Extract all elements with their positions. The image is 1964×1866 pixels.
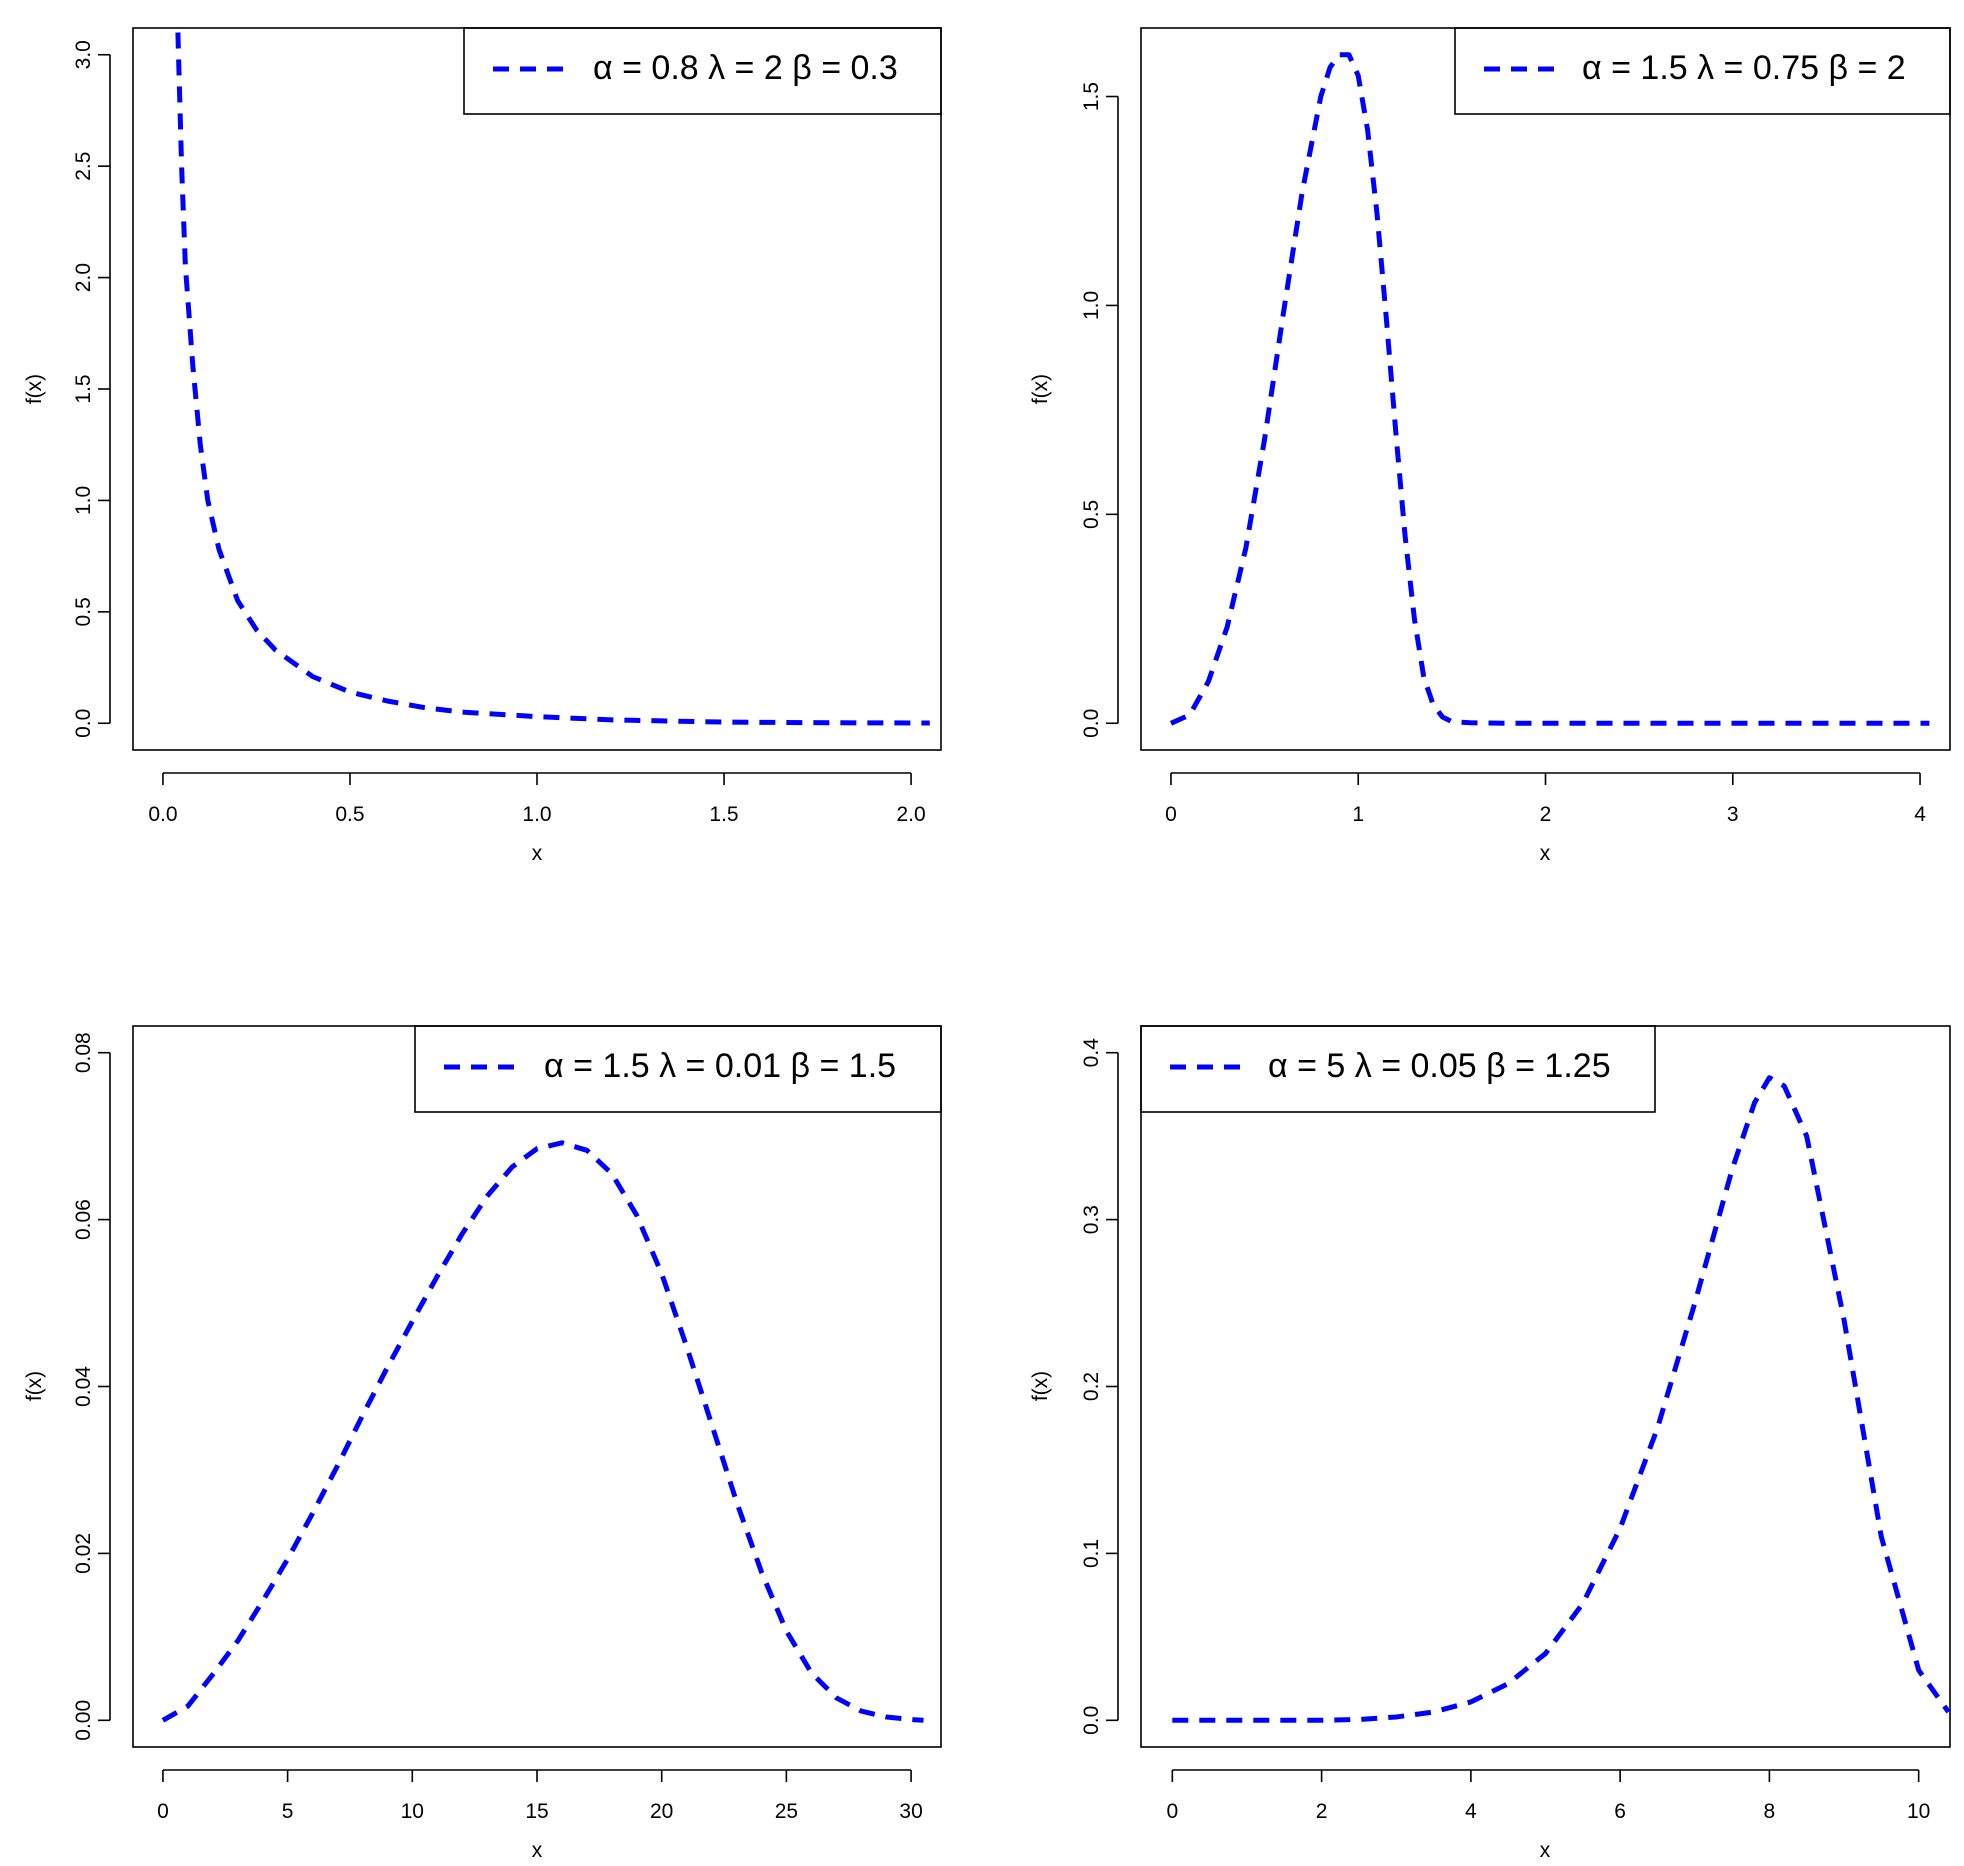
legend-box-1 [463, 27, 942, 115]
y-tick-label: 0.2 [1080, 1372, 1103, 1401]
plot-frame-1 [132, 27, 942, 751]
y-tick-label: 0.0 [1080, 1706, 1103, 1735]
x-tick-label: 0 [1167, 1800, 1179, 1823]
y-tick-label: 0.02 [72, 1533, 95, 1574]
x-tick-label: 4 [1465, 1800, 1477, 1823]
y-tick-label: 2.0 [72, 263, 95, 292]
x-tick-label: 3 [1727, 803, 1739, 826]
x-tick-label: 8 [1764, 1800, 1776, 1823]
x-tick-label: 2.0 [896, 803, 925, 826]
x-tick-label: 1.5 [709, 803, 738, 826]
x-tick-label: 1 [1352, 803, 1364, 826]
plot-frame-4 [1140, 1025, 1951, 1748]
y-tick-label: 0.1 [1080, 1539, 1103, 1568]
legend-3-label: α = 1.5 λ = 0.01 β = 1.5 [544, 1047, 896, 1085]
y-tick-label: 1.0 [1080, 291, 1103, 320]
y-tick-label: 0.0 [1080, 709, 1103, 738]
density-curve-2 [1169, 52, 1930, 726]
panel-3: α = 1.5 λ = 0.01 β = 1.5 x f(x) 0 5 10 15 20… [23, 1025, 942, 1862]
x-tick-label: 10 [401, 1800, 424, 1823]
y-axis-title-3: f(x) [23, 1371, 46, 1401]
y-tick-label: 0.08 [72, 1032, 95, 1073]
y-tick-label: 0.5 [72, 597, 95, 626]
y-tick-label: 1.0 [72, 486, 95, 515]
legend-2-label: α = 1.5 λ = 0.75 β = 2 [1582, 49, 1906, 87]
y-tick-label: 0.00 [72, 1700, 95, 1741]
density-curve-1 [175, 32, 930, 726]
legend-4-label: α = 5 λ = 0.05 β = 1.25 [1268, 1047, 1611, 1085]
legend-box-2 [1454, 27, 1951, 115]
x-tick-label: 1.0 [522, 803, 551, 826]
panel-4: α = 5 λ = 0.05 β = 1.25 x f(x) 0 2 4 6 8 10 0.… [1029, 1025, 1951, 1862]
x-axis-title-2: x [1540, 842, 1551, 865]
x-tick-label: 10 [1907, 1800, 1930, 1823]
x-tick-label: 25 [775, 1800, 798, 1823]
x-tick-label: 0 [157, 1800, 169, 1823]
plot-frame-2 [1140, 27, 1951, 751]
x-tick-label: 30 [899, 1800, 922, 1823]
panel-1: α = 0.8 λ = 2 β = 0.3 x f(x) 0.0 0.5 1.0 1.… [23, 27, 942, 865]
x-tick-label: 2 [1540, 803, 1552, 826]
x-tick-label: 0.5 [335, 803, 364, 826]
y-tick-label: 1.5 [1080, 82, 1103, 111]
y-tick-label: 1.5 [72, 374, 95, 403]
y-tick-label: 0.0 [72, 709, 95, 738]
y-tick-label: 0.06 [72, 1199, 95, 1240]
x-tick-label: 5 [282, 1800, 294, 1823]
x-tick-label: 4 [1914, 803, 1926, 826]
legend-1-label: α = 0.8 λ = 2 β = 0.3 [593, 49, 898, 87]
x-tick-label: 0 [1165, 803, 1177, 826]
plot-frame-3 [132, 1025, 942, 1748]
y-axis-title-4: f(x) [1029, 1371, 1052, 1401]
x-axis-title-4: x [1540, 1839, 1551, 1862]
panel-2: α = 1.5 λ = 0.75 β = 2 x f(x) 0 1 2 3 4 0.0 0.… [1029, 27, 1951, 865]
y-tick-label: 0.04 [72, 1366, 95, 1407]
y-tick-label: 0.5 [1080, 500, 1103, 529]
x-axis-title-3: x [532, 1839, 543, 1862]
y-axis-title-2: f(x) [1029, 374, 1052, 404]
y-tick-label: 0.4 [1080, 1038, 1103, 1068]
x-tick-label: 0.0 [148, 803, 177, 826]
x-tick-label: 6 [1614, 1800, 1626, 1823]
x-tick-label: 15 [525, 1800, 548, 1823]
y-tick-label: 0.3 [1080, 1205, 1103, 1234]
y-axis-title-1: f(x) [23, 374, 46, 404]
x-tick-label: 20 [650, 1800, 673, 1823]
y-tick-label: 2.5 [72, 152, 95, 181]
x-axis-title-1: x [532, 842, 543, 865]
x-tick-label: 2 [1316, 1800, 1328, 1823]
y-tick-label: 3.0 [72, 40, 95, 69]
density-curve-3 [161, 1140, 924, 1723]
